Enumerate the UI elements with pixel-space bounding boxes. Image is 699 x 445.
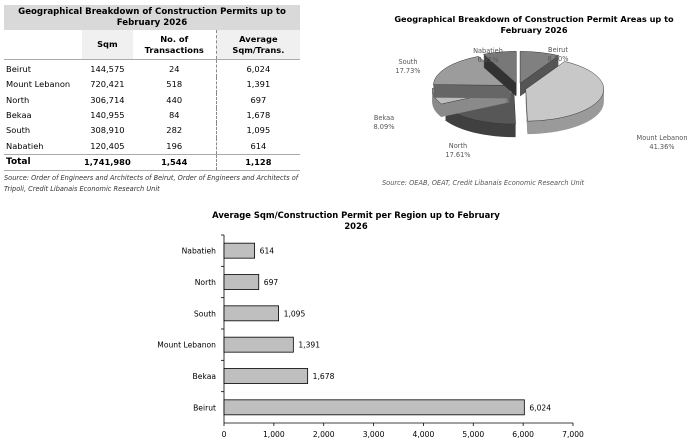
table-row: Mount Lebanon 720,421 518 1,391: [4, 77, 300, 93]
pie-label: South: [398, 58, 417, 66]
total-row: Total 1,741,980 1,544 1,128: [4, 153, 300, 171]
pie-title: Geographical Breakdown of Construction P…: [394, 14, 674, 24]
x-tick-label: 2,000: [313, 430, 335, 439]
data-label: 697: [264, 278, 279, 287]
cell: 120,405: [90, 140, 125, 151]
bar-title: 2026: [344, 221, 367, 231]
category-label: Nabatieh: [182, 247, 217, 256]
cell: 720,421: [90, 79, 125, 90]
cell: 6,024: [215, 59, 300, 78]
cell: 1,678: [215, 107, 300, 124]
cell: Beirut: [6, 64, 32, 75]
cell: 144,575: [90, 64, 125, 75]
data-label: 1,095: [284, 309, 306, 318]
pie-slice-top: [482, 51, 517, 84]
table-row: South 308,910 282 1,095: [4, 123, 300, 139]
x-tick-label: 7,000: [562, 430, 584, 439]
table-row: Beirut 144,575 24 6,024: [4, 59, 300, 78]
cell: Total: [4, 153, 82, 171]
x-tick-label: 3,000: [363, 430, 385, 439]
category-label: Bekaa: [193, 372, 216, 381]
pie-slice-nabatieh: [482, 51, 517, 97]
pie-label: Mount Lebanon: [637, 134, 688, 142]
table-row: Nabatieh 120,405 196 614: [4, 138, 300, 155]
bar-south: [223, 305, 279, 322]
data-label: 614: [260, 247, 275, 256]
bar-chart: Average Sqm/Construction Permit per Regi…: [157, 210, 584, 439]
pie-value-label: 8.30%: [548, 55, 569, 63]
cell: 614: [215, 138, 300, 155]
pie-slice-top: [519, 51, 560, 84]
pie-slice-top: [525, 61, 604, 122]
cell: North: [6, 94, 30, 105]
cell: 1,128: [215, 153, 300, 171]
table-title: Geographical Breakdown of Construction P…: [4, 5, 300, 30]
pie-value-label: 17.61%: [445, 151, 470, 159]
table-row: North 306,714 440 697: [4, 92, 300, 108]
pie-source: Source: OEAB, OEAT, Credit Libanais Econ…: [382, 179, 585, 187]
cell: 1,095: [215, 123, 300, 139]
cell: 440: [166, 94, 183, 105]
data-label: 1,678: [313, 372, 335, 381]
bar-bekaa: [223, 368, 309, 384]
x-tick-label: 0: [222, 430, 227, 439]
table-source: Source: Order of Engineers and Architect…: [4, 173, 299, 193]
pie-slice-south: [433, 56, 512, 99]
cell: Nabatieh: [6, 140, 44, 151]
cell: 1,741,980: [82, 153, 133, 171]
bar-title: Average Sqm/Construction Permit per Regi…: [212, 210, 500, 220]
x-tick-label: 5,000: [462, 430, 484, 439]
cell: Bekaa: [6, 110, 32, 121]
pie-value-label: 6.91%: [478, 56, 499, 64]
pie-value-label: 41.36%: [649, 143, 674, 151]
pie-label: Nabatieh: [473, 47, 503, 55]
pie-title: February 2026: [500, 25, 567, 35]
category-label: Mount Lebanon: [157, 341, 216, 350]
bar-mount-lebanon: [223, 336, 294, 353]
cell: 306,714: [90, 94, 125, 105]
permits-table: Geographical Breakdown of Construction P…: [4, 5, 300, 195]
pie-slice-beirut: [519, 51, 560, 97]
cell: 697: [215, 92, 300, 108]
bar-beirut: [223, 399, 525, 416]
x-tick-label: 6,000: [512, 430, 534, 439]
cell: 140,955: [90, 110, 125, 121]
cell: 1,391: [215, 77, 300, 93]
x-tick-label: 4,000: [413, 430, 435, 439]
cell: 518: [166, 79, 183, 90]
pie-value-label: 17.73%: [395, 67, 420, 75]
category-label: South: [194, 309, 216, 318]
data-label: 6,024: [529, 403, 551, 412]
category-label: North: [195, 278, 216, 287]
bar-north: [223, 274, 260, 290]
pie-slice-north: [444, 91, 516, 138]
bar-nabatieh: [223, 242, 256, 259]
cell: 84: [168, 110, 180, 121]
pie-slice-mount-lebanon: [525, 61, 604, 135]
pie-label: Beirut: [548, 46, 568, 54]
pie-value-label: 8.09%: [374, 123, 395, 131]
cell: South: [6, 125, 31, 136]
table-row: Bekaa 140,955 84 1,678: [4, 107, 300, 124]
cell: 308,910: [90, 125, 125, 136]
col-header: Average Sqm/Trans.: [215, 30, 300, 60]
pie-label: Bekaa: [374, 114, 394, 122]
pie-chart: Geographical Breakdown of Construction P…: [374, 14, 688, 159]
col-header: No. of Transactions: [132, 30, 217, 60]
pie-slice-top: [433, 56, 512, 86]
cell: 1,544: [132, 153, 217, 171]
category-label: Beirut: [193, 403, 216, 412]
cell: 196: [166, 140, 183, 151]
col-header: [4, 30, 82, 60]
cell: 24: [168, 64, 180, 75]
cell: 282: [166, 125, 183, 136]
cell: Mount Lebanon: [6, 79, 71, 90]
col-header: Sqm: [82, 30, 133, 60]
pie-label: North: [449, 142, 467, 150]
x-tick-label: 1,000: [263, 430, 285, 439]
data-label: 1,391: [298, 341, 320, 350]
